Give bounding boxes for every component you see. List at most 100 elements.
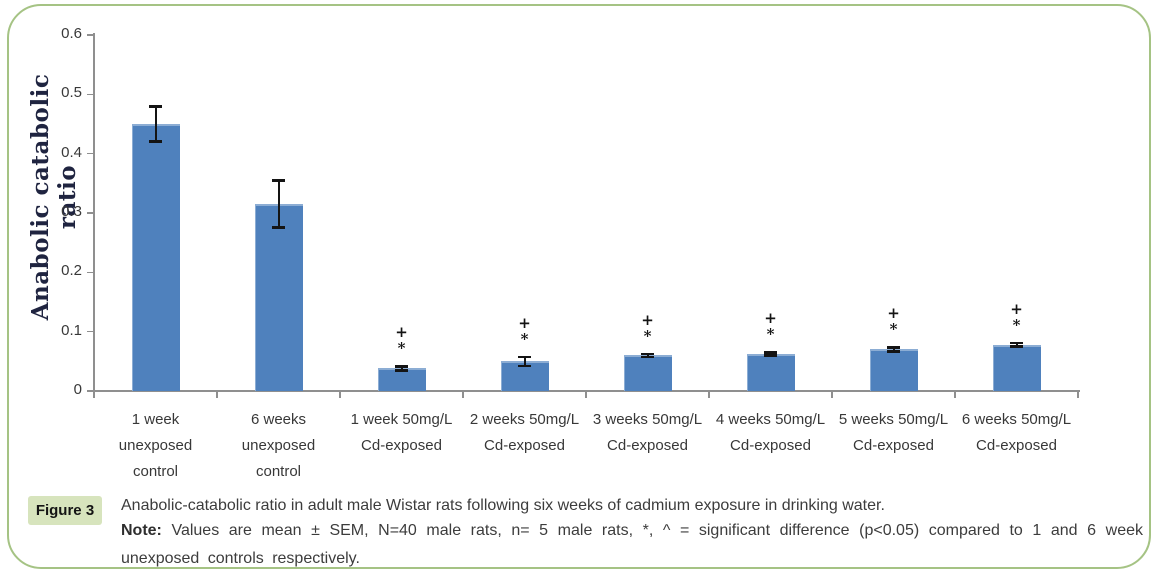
x-tick-label-line: 1 week [131, 411, 180, 428]
y-tick-label: 0.3 [61, 203, 82, 220]
significance-markers: + * [992, 301, 1042, 333]
significance-marker: * [520, 329, 529, 348]
figure-label-badge: Figure 3 [28, 496, 102, 525]
x-tick-label-line: 1 week 50mg/L [350, 411, 453, 428]
error-bar [523, 356, 526, 367]
x-tick-label-line: 5 weeks 50mg/L [838, 411, 949, 428]
x-tick-mark [1077, 392, 1079, 398]
bar [254, 204, 303, 391]
figure-caption: Anabolic-catabolic ratio in adult male W… [121, 497, 885, 514]
x-tick-label-line: control [255, 463, 302, 480]
significance-marker: + [395, 323, 408, 342]
x-tick-label-line: Cd-exposed [853, 437, 934, 454]
bar [746, 354, 795, 391]
y-tick-label: 0.6 [61, 25, 82, 42]
error-bar [277, 180, 280, 228]
error-bar-cap-bottom [272, 226, 285, 229]
significance-marker: + [641, 310, 654, 329]
y-tick-mark [87, 212, 94, 214]
x-tick-mark [954, 392, 956, 398]
significance-marker: * [766, 325, 775, 344]
x-tick-label-line: Cd-exposed [484, 437, 565, 454]
y-tick-label: 0.2 [61, 262, 82, 280]
x-tick-label: 1 week 50mg/L Cd-exposed [340, 407, 464, 459]
error-bar-cap-bottom [395, 369, 408, 372]
x-tick-mark [339, 392, 341, 398]
x-tick-label-line: unexposed [118, 437, 193, 454]
x-tick-label: 5 weeks 50mg/L Cd-exposed [832, 407, 956, 459]
x-tick-label-line: Cd-exposed [607, 437, 688, 454]
significance-marker: * [397, 339, 406, 358]
error-bar [400, 366, 403, 371]
error-bar-cap-top [641, 352, 654, 356]
y-tick-mark [87, 390, 94, 392]
significance-markers: + * [869, 305, 919, 337]
bar [131, 124, 180, 391]
error-bar-cap-bottom [764, 354, 777, 357]
significance-markers: + * [377, 324, 427, 356]
x-tick-label-line: 4 weeks 50mg/L [715, 411, 826, 428]
x-tick-label-line: 6 weeks [250, 411, 307, 428]
significance-marker: + [1010, 299, 1023, 318]
error-bar-cap-top [272, 179, 285, 182]
x-tick-label: 6 weeks unexposed control [217, 407, 341, 485]
y-tick-mark [87, 152, 94, 155]
figure-border [7, 4, 1151, 569]
x-tick-label: 3 weeks 50mg/L Cd-exposed [586, 407, 710, 459]
x-tick-label: 2 weeks 50mg/L Cd-exposed [463, 407, 587, 459]
error-bar [892, 347, 895, 352]
significance-marker: * [1012, 315, 1021, 334]
x-tick-label: 6 weeks 50mg/L Cd-exposed [955, 407, 1079, 459]
y-tick-label: 0.4 [61, 143, 82, 161]
error-bar-cap-top [149, 105, 162, 108]
y-tick-label: 0 [73, 381, 82, 398]
significance-markers: + * [746, 310, 796, 342]
error-bar-cap-top [395, 365, 408, 368]
significance-marker: * [889, 320, 898, 339]
note-label: Note: [121, 522, 162, 539]
error-bar-cap-bottom [149, 140, 162, 143]
x-tick-label-line: Cd-exposed [730, 437, 811, 454]
significance-markers: + * [623, 312, 673, 344]
error-bar [154, 106, 157, 142]
error-bar-cap-bottom [518, 364, 531, 368]
bar [992, 344, 1041, 391]
y-tick-label: 0.5 [61, 84, 82, 102]
caption-block: Anabolic-catabolic ratio in adult male W… [121, 494, 1143, 573]
bar [869, 349, 918, 391]
error-bar-cap-top [518, 355, 531, 359]
error-bar-cap-bottom [887, 350, 900, 353]
x-tick-label-line: 3 weeks 50mg/L [592, 411, 703, 428]
bar [377, 368, 426, 391]
error-bar [1015, 342, 1018, 347]
x-tick-label: 1 week unexposed control [94, 407, 218, 485]
y-tick-mark [87, 330, 94, 333]
error-bar-cap-top [887, 346, 900, 349]
significance-marker: + [518, 313, 531, 332]
significance-markers: + * [500, 315, 550, 347]
y-axis-line [93, 33, 95, 391]
x-tick-label-line: 2 weeks 50mg/L [469, 411, 580, 428]
x-tick-label: 4 weeks 50mg/L Cd-exposed [709, 407, 833, 459]
x-tick-mark [216, 392, 218, 398]
significance-marker: + [887, 304, 900, 323]
x-tick-label-line: unexposed [241, 437, 316, 454]
x-tick-mark [93, 392, 95, 398]
note-text: Values are mean ± SEM, N=40 male rats, n… [121, 522, 1143, 567]
y-tick-mark [87, 93, 94, 96]
x-tick-label-line: Cd-exposed [976, 437, 1057, 454]
x-tick-mark [831, 392, 833, 398]
error-bar [769, 352, 772, 356]
x-axis-line [88, 390, 1080, 392]
x-tick-label-line: 6 weeks 50mg/L [961, 411, 1072, 428]
error-bar [646, 353, 649, 358]
bar [623, 355, 672, 391]
x-tick-mark [585, 392, 587, 398]
error-bar-cap-bottom [641, 355, 654, 359]
x-tick-label-line: Cd-exposed [361, 437, 442, 454]
y-tick-label: 0.1 [61, 321, 82, 339]
error-bar-cap-top [1010, 341, 1023, 345]
x-tick-mark [462, 392, 464, 398]
significance-marker: * [643, 326, 652, 345]
